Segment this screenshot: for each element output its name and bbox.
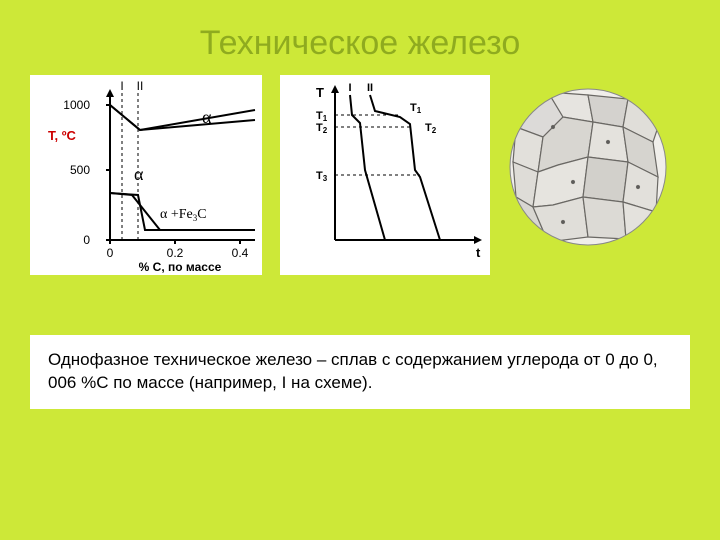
- region-alpha-fe3c: α +Fe3C: [160, 207, 207, 223]
- caption-text: Однофазное техническое железо – сплав с …: [48, 350, 658, 392]
- microstructure-svg: [508, 87, 668, 247]
- phase-diagram-panel: 0 500 1000 T, ºC 0 0.2 0.4 % С, по массе…: [30, 75, 262, 275]
- y-label-T: T: [316, 85, 324, 100]
- ytick-500: 500: [70, 163, 90, 177]
- cooling-curves-svg: T t T1 T2 T3 I II T1 T2: [280, 75, 490, 275]
- charts-row: 0 500 1000 T, ºC 0 0.2 0.4 % С, по массе…: [0, 75, 720, 275]
- region-alpha-top: α: [202, 107, 212, 127]
- curve-label-T2: T2: [425, 122, 437, 135]
- region-alpha-mid: α: [134, 164, 144, 184]
- x-axis-label: % С, по массе: [139, 260, 222, 274]
- marker-I-cc: I: [348, 82, 351, 94]
- cooling-curves-panel: T t T1 T2 T3 I II T1 T2: [280, 75, 490, 275]
- xtick-02: 0.2: [167, 246, 184, 260]
- phase-diagram-svg: 0 500 1000 T, ºC 0 0.2 0.4 % С, по массе…: [30, 75, 262, 275]
- x-label-t: t: [476, 245, 481, 260]
- slide-title: Техническое железо: [0, 0, 720, 75]
- marker-II: II: [137, 79, 144, 93]
- marker-I: I: [120, 79, 123, 93]
- ytick-T2: T2: [316, 122, 328, 135]
- xtick-04: 0.4: [232, 246, 249, 260]
- microstructure-panel: [508, 87, 668, 247]
- ytick-0: 0: [83, 233, 90, 247]
- marker-II-cc: II: [367, 82, 373, 94]
- ytick-T3: T3: [316, 170, 328, 183]
- y-axis-label: T, ºC: [48, 128, 76, 143]
- xtick-0: 0: [107, 246, 114, 260]
- caption-box: Однофазное техническое железо – сплав с …: [30, 335, 690, 409]
- curve-label-T1: T1: [410, 102, 422, 115]
- ytick-1000: 1000: [63, 98, 90, 112]
